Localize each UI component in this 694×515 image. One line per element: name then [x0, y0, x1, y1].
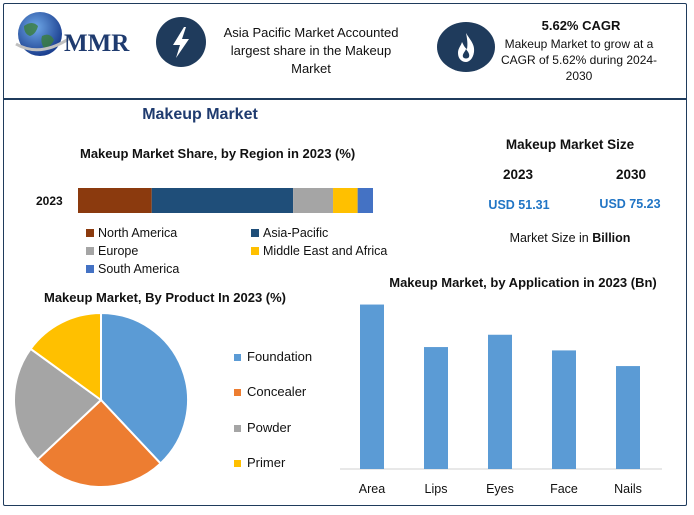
- legend-swatch: [234, 388, 241, 396]
- fact-apac-text: Asia Pacific Market Accounted largest sh…: [223, 25, 399, 76]
- app-tick-label: Area: [359, 482, 385, 496]
- app-bar-nails: [616, 366, 640, 469]
- region-legend-item: Middle East and Africa: [251, 244, 387, 258]
- application-chart-title: Makeup Market, by Application in 2023 (B…: [389, 275, 657, 290]
- legend-label: Concealer: [247, 384, 307, 399]
- legend-label: Foundation: [247, 349, 313, 364]
- app-bar-eyes: [488, 334, 512, 469]
- app-bar-face: [552, 350, 576, 469]
- legend-swatch: [234, 424, 241, 432]
- market-size-note-prefix: Market Size in: [509, 231, 593, 245]
- legend-swatch: [234, 459, 241, 467]
- app-bar-lips: [424, 347, 448, 469]
- app-tick-label: Face: [550, 482, 578, 496]
- lightning-icon: [173, 27, 189, 58]
- region-legend-item: Europe: [86, 244, 138, 258]
- product-chart-title: Makeup Market, By Product In 2023 (%): [44, 290, 287, 305]
- market-size-note-unit: Billion: [592, 231, 631, 245]
- region-bar-category: 2023: [36, 194, 63, 208]
- pie-legend-item: Concealer: [234, 385, 306, 399]
- pie-slice-powder: [13, 347, 103, 461]
- main-title: Makeup Market: [142, 106, 258, 123]
- globe-logo-icon: [15, 12, 71, 56]
- legend-swatch: [86, 229, 94, 237]
- flame-icon: [458, 33, 475, 62]
- legend-label: South America: [98, 262, 180, 276]
- app-tick-label: Lips: [425, 482, 448, 496]
- legend-label: Primer: [247, 455, 286, 470]
- pie-slice-primer: [29, 311, 102, 402]
- legend-label: Powder: [247, 420, 292, 435]
- market-size-note: Market Size in Billion: [490, 231, 650, 245]
- cagr-title: 5.62% CAGR: [541, 18, 621, 33]
- legend-label: Europe: [98, 244, 139, 258]
- legend-label: Asia-Pacific: [263, 226, 329, 240]
- year-2030-label: 2030: [615, 167, 647, 182]
- pie-slice-foundation: [100, 311, 189, 465]
- region-legend-item: Asia-Pacific: [251, 226, 328, 240]
- header-divider: [4, 98, 686, 100]
- app-tick-label: Nails: [614, 482, 642, 496]
- region-bar-segment-4: [357, 188, 373, 213]
- flame-icon-badge: [437, 22, 495, 72]
- pie-legend-item: Powder: [234, 421, 291, 435]
- pie-slice-concealer: [36, 398, 162, 488]
- region-bar-segment-0: [78, 188, 152, 213]
- cagr-body: Makeup Market to grow at a CAGR of 5.62%…: [500, 37, 658, 83]
- app-bar-area: [360, 304, 384, 469]
- region-bar-segment-3: [333, 188, 358, 213]
- legend-label: North America: [98, 226, 178, 240]
- outer-frame: [3, 3, 687, 506]
- region-bar-segment-2: [293, 188, 334, 213]
- legend-swatch: [86, 265, 94, 273]
- legend-swatch: [251, 229, 259, 237]
- logo-text: MMR: [64, 30, 130, 57]
- value-2023: USD 51.31: [488, 198, 550, 212]
- region-legend-item: South America: [86, 262, 179, 276]
- lightning-icon-badge: [156, 17, 206, 67]
- pie-legend-item: Foundation: [234, 350, 312, 364]
- year-2023-label: 2023: [502, 167, 534, 182]
- region-legend-item: North America: [86, 226, 177, 240]
- market-size-title: Makeup Market Size: [505, 137, 635, 152]
- legend-label: Middle East and Africa: [263, 244, 388, 258]
- pie-legend-item: Primer: [234, 456, 285, 470]
- logo: MMR: [10, 8, 140, 68]
- value-2030: USD 75.23: [599, 197, 661, 211]
- app-tick-label: Eyes: [486, 482, 514, 496]
- legend-swatch: [234, 353, 241, 361]
- legend-swatch: [251, 247, 259, 255]
- region-chart-title: Makeup Market Share, by Region in 2023 (…: [80, 146, 356, 161]
- region-bar-segment-1: [151, 188, 294, 213]
- legend-swatch: [86, 247, 94, 255]
